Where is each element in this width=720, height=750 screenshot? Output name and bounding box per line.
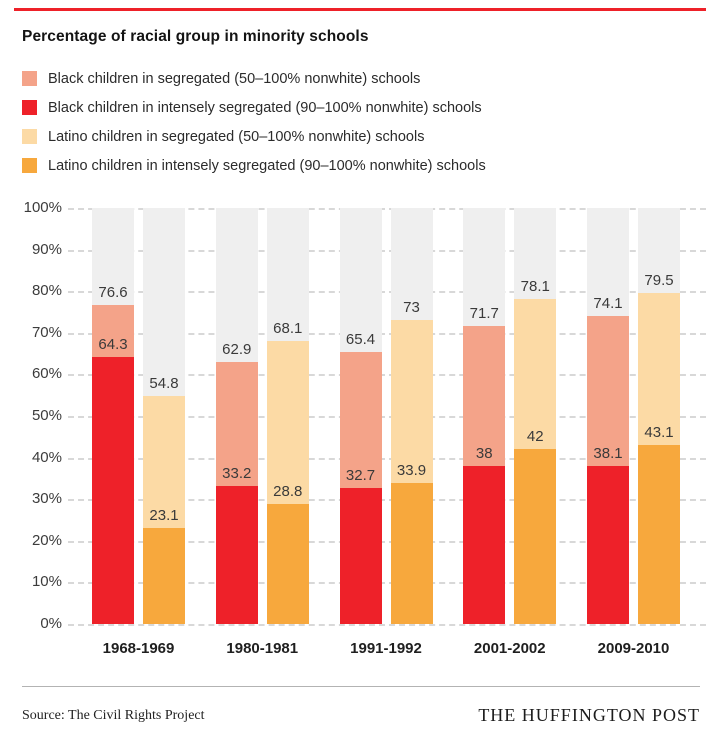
x-axis-label: 1991-1992 [350, 640, 422, 657]
y-axis-label: 90% [31, 240, 62, 258]
segment-intensely-segregated [514, 449, 557, 624]
gridline-10 [68, 582, 706, 585]
top-rule [14, 8, 706, 11]
y-axis-label: 60% [31, 365, 62, 383]
bar-black-1980-1981: 62.9 33.2 [215, 208, 258, 624]
value-label-segregated: 65.4 [345, 330, 376, 348]
bar-black-2009-2010: 74.1 38.1 [587, 208, 629, 624]
value-label-segregated: 79.5 [644, 272, 674, 290]
y-axis-label: 70% [31, 323, 62, 341]
chart-title: Percentage of racial group in minority s… [22, 28, 369, 45]
legend: Black children in segregated (50–100% no… [22, 64, 486, 180]
legend-item: Black children in intensely segregated (… [22, 93, 486, 122]
value-label-intensely-segregated: 28.8 [273, 483, 303, 501]
gridline-60 [68, 374, 706, 377]
legend-label: Black children in segregated (50–100% no… [48, 70, 421, 87]
y-axis-label: 20% [31, 531, 62, 549]
value-label-segregated: 73 [403, 299, 420, 317]
gridline-20 [68, 540, 706, 543]
y-axis-label: 80% [31, 282, 62, 300]
value-label-intensely-segregated: 42 [526, 428, 544, 446]
legend-swatch-black-intense [22, 100, 37, 115]
segment-intensely-segregated [587, 465, 629, 624]
segment-intensely-segregated [143, 527, 185, 624]
gridline-90 [68, 249, 706, 252]
segment-intensely-segregated [215, 485, 258, 624]
value-label-segregated: 74.1 [593, 294, 623, 312]
legend-swatch-latino-intense [22, 158, 37, 173]
value-label-intensely-segregated: 38 [475, 444, 493, 462]
bar-latino-1991-1992: 73 33.9 [390, 208, 433, 624]
segment-intensely-segregated [463, 465, 506, 624]
value-label-segregated: 54.8 [149, 375, 179, 393]
bar-latino-1980-1981: 68.1 28.8 [266, 208, 309, 624]
segment-intensely-segregated [339, 487, 382, 624]
segment-intensely-segregated [390, 482, 433, 624]
y-axis-label: 40% [31, 448, 62, 466]
y-axis-label: 100% [23, 199, 62, 216]
legend-label: Latino children in segregated (50–100% n… [48, 128, 425, 145]
bar-latino-1968-1969: 54.8 23.1 [143, 208, 185, 624]
y-axis-label: 30% [31, 490, 62, 508]
gridline-30 [68, 499, 706, 502]
value-label-segregated: 78.1 [520, 278, 550, 296]
gridline-0 [68, 624, 706, 626]
value-label-intensely-segregated: 38.1 [593, 444, 623, 462]
source-text: Source: The Civil Rights Project [22, 708, 205, 723]
bar-latino-2001-2002: 78.1 42 [514, 208, 557, 624]
value-label-segregated: 62.9 [222, 341, 252, 359]
plot-area: 76.6 64.3 54.8 23.1 1968-1969 62.9 33.2 68.1 28.… [68, 208, 706, 657]
gridline-40 [68, 457, 706, 460]
value-label-segregated: 68.1 [273, 319, 303, 337]
legend-item: Latino children in intensely segregated … [22, 151, 486, 180]
gridline-100 [68, 208, 706, 210]
legend-swatch-black-segregated [22, 71, 37, 86]
value-label-intensely-segregated: 43.1 [644, 423, 674, 441]
value-label-segregated: 76.6 [98, 284, 128, 302]
gridline-80 [68, 291, 706, 294]
bar-black-2001-2002: 71.7 38 [463, 208, 506, 624]
segment-intensely-segregated [266, 504, 309, 624]
y-axis-label: 50% [31, 407, 62, 424]
segment-intensely-segregated [92, 356, 134, 624]
legend-label: Latino children in intensely segregated … [48, 157, 486, 174]
value-label-intensely-segregated: 33.9 [396, 461, 427, 479]
value-label-intensely-segregated: 33.2 [222, 464, 252, 482]
bar-black-1968-1969: 76.6 64.3 [92, 208, 134, 624]
footer-divider [22, 686, 700, 687]
y-axis-label: 10% [31, 573, 62, 591]
brand-logo: THE HUFFINGTON POST [478, 705, 700, 725]
x-axis-label: 2001-2002 [473, 640, 546, 657]
gridline-70 [68, 332, 706, 335]
legend-item: Latino children in segregated (50–100% n… [22, 122, 486, 151]
x-axis-label: 1980-1981 [226, 640, 299, 657]
y-axis-label: 0% [40, 615, 62, 632]
value-label-intensely-segregated: 64.3 [98, 335, 128, 353]
legend-swatch-latino-segregated [22, 129, 37, 144]
value-label-intensely-segregated: 32.7 [345, 466, 376, 484]
gridline-50 [68, 416, 706, 418]
x-axis-label: 2009-2010 [597, 640, 670, 657]
value-label-intensely-segregated: 23.1 [149, 506, 179, 524]
segment-intensely-segregated [638, 444, 680, 624]
bar-black-1991-1992: 65.4 32.7 [339, 208, 382, 624]
legend-item: Black children in segregated (50–100% no… [22, 64, 486, 93]
bar-latino-2009-2010: 79.5 43.1 [638, 208, 680, 624]
x-axis-label: 1968-1969 [102, 640, 175, 657]
legend-label: Black children in intensely segregated (… [48, 99, 482, 116]
value-label-segregated: 71.7 [469, 304, 499, 322]
